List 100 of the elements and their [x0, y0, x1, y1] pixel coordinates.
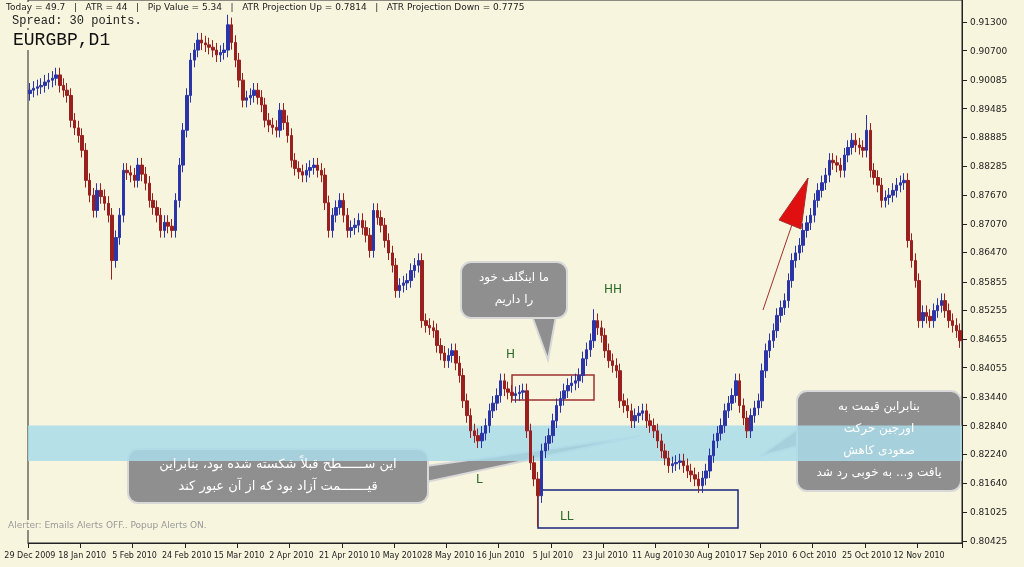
candlestick: [518, 384, 521, 402]
candlestick: [219, 44, 222, 63]
candlestick: [215, 42, 218, 63]
candlestick: [891, 182, 895, 203]
x-tick-label: 17 Sep 2010: [736, 550, 788, 560]
candlestick: [865, 114, 868, 158]
annotation: LL: [560, 509, 574, 523]
y-tick-label: 0.88885: [970, 132, 1008, 143]
candlestick: [312, 157, 316, 176]
x-tick-label: 6 Oct 2010: [792, 550, 837, 560]
annotation: Alerter: Emails Alerts OFF.. Popup Alerts ON.: [6, 520, 209, 530]
candlestick: [125, 162, 129, 181]
candlestick: [252, 82, 256, 104]
candlestick: [510, 384, 514, 404]
x-tick-label: 5 Jul 2010: [532, 550, 573, 560]
y-tick-label: 0.82240: [970, 449, 1008, 460]
candlestick: [925, 304, 928, 325]
candlestick: [47, 72, 50, 90]
x-tick-label: 23 Jul 2010: [582, 550, 628, 560]
annotation: Today = 49.7 | ATR = 44 | Pip Value = 5.34 | ATR Projection Up = 0.7814 | ATR Projection Down = 0.7775: [4, 2, 527, 12]
candlestick: [54, 67, 58, 86]
candlestick: [861, 139, 865, 158]
candlestick: [245, 90, 248, 108]
annotation: ما اینگلف خود را داریم: [478, 269, 550, 309]
candlestick: [275, 119, 278, 138]
x-tick-label: 18 Jan 2010: [58, 550, 107, 560]
candlestick: [697, 471, 700, 494]
x-tick-label: 25 Oct 2010: [842, 550, 892, 560]
candlestick: [207, 37, 211, 55]
y-tick-label: 0.90700: [970, 45, 1008, 56]
candlestick: [450, 343, 454, 364]
x-tick-label: 11 Aug 2010: [631, 550, 684, 560]
y-tick-label: 0.81025: [970, 507, 1008, 518]
candlestick: [895, 177, 898, 199]
candlestick: [887, 187, 891, 206]
candlestick: [570, 375, 573, 394]
candlestick: [372, 202, 375, 259]
candlestick: [211, 39, 215, 58]
candlestick: [398, 277, 401, 299]
candlestick: [940, 292, 943, 314]
candlestick: [689, 463, 693, 483]
candlestick: [854, 132, 857, 153]
y-tick-label: 0.84655: [970, 334, 1008, 345]
candlestick: [671, 456, 674, 474]
candlestick: [682, 453, 685, 474]
x-tick-label: 5 Feb 2010: [112, 550, 157, 560]
x-tick-label: 16 Jun 2010: [476, 550, 525, 560]
candlestick: [305, 162, 308, 183]
y-tick-label: 0.91300: [970, 16, 1008, 27]
candlestick: [200, 32, 203, 51]
candlestick: [133, 167, 136, 189]
y-tick-label: 0.81640: [970, 477, 1008, 488]
candlestick: [136, 157, 140, 189]
x-tick-label: 28 May 2010: [422, 550, 475, 560]
annotation: H: [506, 347, 516, 361]
candlestick: [420, 252, 424, 329]
y-tick-label: 0.86470: [970, 247, 1008, 258]
candlestick: [678, 453, 682, 471]
x-tick-label: 10 May 2010: [369, 550, 423, 560]
y-tick-label: 0.82840: [970, 420, 1008, 431]
candlestick: [831, 152, 835, 171]
candlestick: [884, 189, 887, 209]
candlestick: [637, 405, 641, 424]
candlestick: [839, 157, 842, 178]
x-tick-label: 24 Feb 2010: [161, 550, 212, 560]
candlestick: [932, 302, 936, 329]
candlestick: [447, 347, 450, 369]
candlestick: [271, 117, 274, 136]
candlestick: [204, 35, 207, 53]
candlestick: [514, 385, 517, 404]
y-tick-label: 0.80425: [970, 535, 1008, 546]
candlestick: [28, 82, 32, 102]
candlestick: [921, 304, 925, 329]
annotation: L: [476, 472, 483, 486]
candlestick: [166, 214, 170, 234]
candlestick: [357, 212, 360, 233]
annotation: بنابراین قیمت به اورجین حرکت صعودی کاهش یافت و... به خوبی رد شد: [815, 398, 943, 482]
candlestick: [170, 218, 174, 239]
candlestick: [39, 77, 43, 95]
x-tick-label: 2 Apr 2010: [269, 550, 314, 560]
y-tick-label: 0.90085: [970, 74, 1008, 85]
candlestick: [43, 74, 47, 94]
candlestick: [645, 403, 648, 429]
candlestick: [353, 217, 357, 236]
annotation: Spread: 30 points.: [10, 14, 144, 28]
y-tick-label: 0.88285: [970, 160, 1008, 171]
candlestick: [521, 383, 525, 400]
candlestick: [58, 67, 62, 94]
candlestick: [249, 87, 252, 106]
candlestick: [641, 403, 644, 421]
candlestick: [316, 157, 319, 178]
x-tick-label: 12 Nov 2010: [893, 550, 945, 560]
x-tick-label: 29 Dec 2009: [4, 550, 56, 560]
candlestick: [902, 172, 906, 191]
x-tick-label: 21 Apr 2010: [318, 550, 369, 560]
y-tick-label: 0.89485: [970, 103, 1008, 114]
candlestick: [301, 164, 304, 183]
candlestick: [858, 137, 861, 156]
candlestick: [308, 159, 312, 178]
candlestick: [95, 182, 99, 219]
